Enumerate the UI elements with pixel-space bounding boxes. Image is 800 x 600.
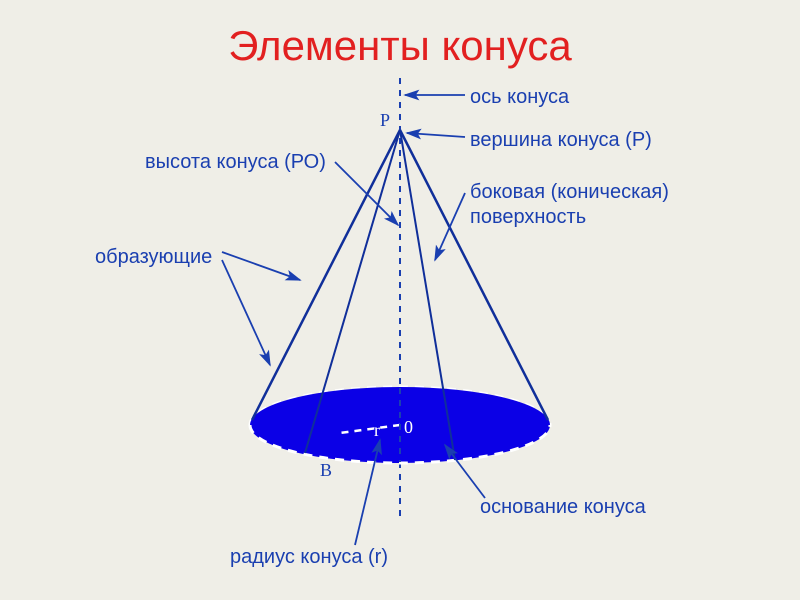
label-generators: образующие	[95, 245, 212, 270]
apex-arrow	[407, 133, 465, 137]
point-B: В	[320, 460, 332, 481]
point-P: Р	[380, 110, 390, 131]
point-O: 0	[404, 417, 413, 438]
label-radius: радиус конуса (r)	[230, 545, 388, 570]
label-base: основание конуса	[480, 495, 646, 520]
cone-side-right	[400, 130, 548, 420]
label-apex: вершина конуса (Р)	[470, 128, 652, 153]
gen-arrow-2	[222, 260, 270, 365]
gen-arrow-1	[222, 252, 300, 280]
cone-diagram	[0, 0, 800, 600]
point-r: r	[374, 420, 380, 441]
label-axis: ось конуса	[470, 85, 569, 110]
label-height: высота конуса (РО)	[145, 150, 326, 175]
label-lateral: боковая (коническая) поверхность	[470, 180, 669, 230]
